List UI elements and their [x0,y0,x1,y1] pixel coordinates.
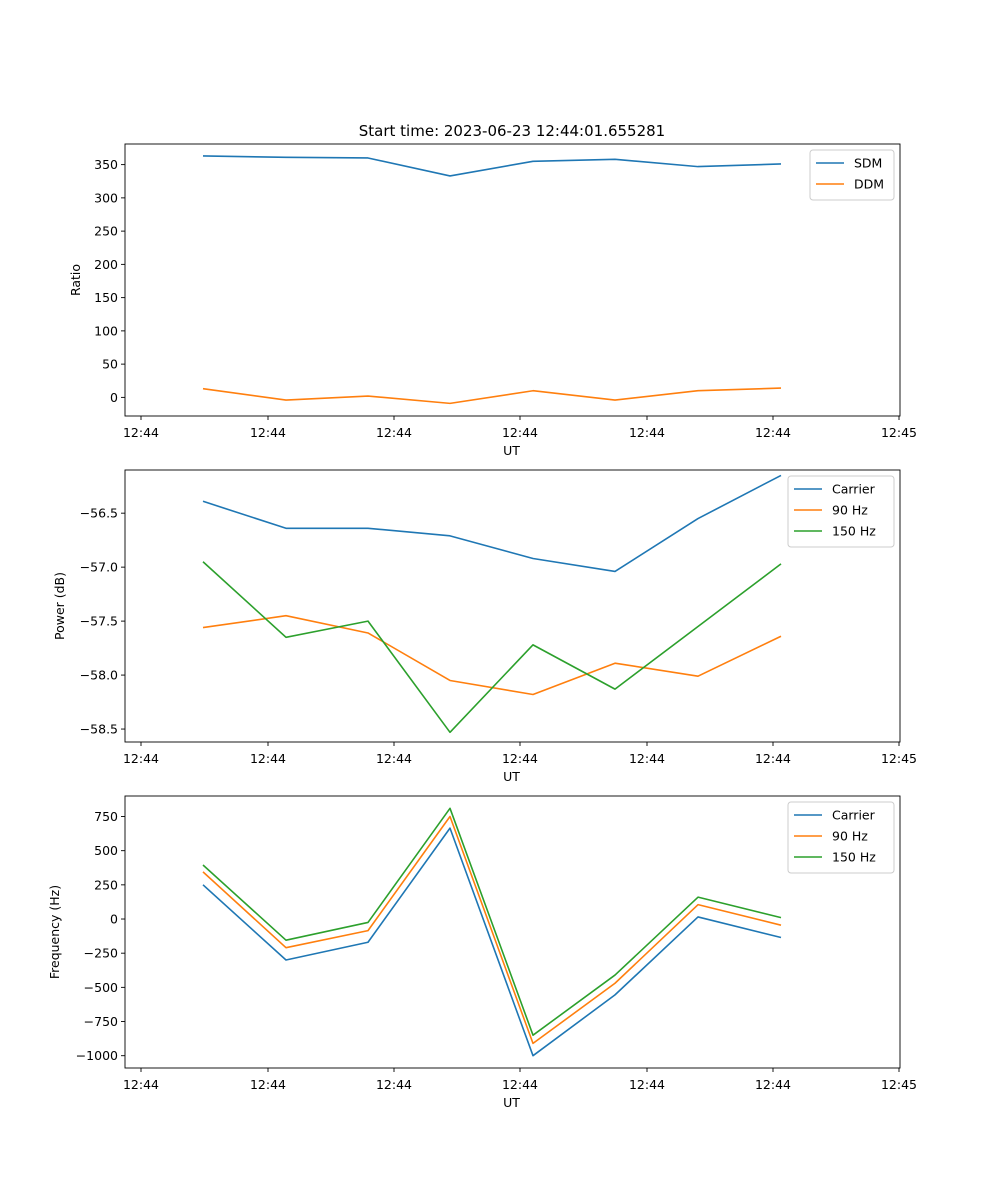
legend-label: Carrier [832,482,876,497]
x-tick-label: 12:44 [123,1077,159,1092]
y-tick-label: 150 [94,290,118,305]
x-tick-label: 12:44 [755,751,791,766]
x-tick-label: 12:44 [755,1077,791,1092]
chart-panel-3: −1000 −750 −500 −250 0 250 500 750 12:44 12:44 12:… [47,795,917,1110]
y-tick-label: 200 [94,257,118,272]
legend-label: 150 Hz [832,524,876,539]
y-tick-label: 750 [94,809,118,824]
legend-label: SDM [854,156,882,171]
x-axis-label: UT [503,1095,520,1110]
x-tick-label: 12:44 [123,751,159,766]
y-tick-label: 300 [94,190,118,205]
legend: SDM DDM [809,149,895,201]
series-line-150-hz [202,807,782,1036]
y-tick-label: −250 [84,946,118,961]
axes-frame [124,143,901,417]
y-axis-label: Ratio [68,264,83,296]
x-tick-label: 12:44 [629,425,665,440]
x-tick-label: 12:44 [123,425,159,440]
x-tick-label: 12:44 [250,425,286,440]
x-tick-label: 12:44 [376,425,412,440]
x-tick-label: 12:44 [502,425,538,440]
x-tick-label: 12:44 [629,751,665,766]
x-tick-label: 12:44 [629,1077,665,1092]
y-tick-label: 100 [94,323,118,338]
y-tick-label: 250 [94,877,118,892]
x-tick-label: 12:44 [376,751,412,766]
series-line-90-hz [202,815,782,1045]
x-tick-label: 12:44 [755,425,791,440]
x-tick-label: 12:45 [881,425,917,440]
y-tick-label: 0 [110,912,118,927]
legend-label: 90 Hz [832,503,868,518]
y-tick-label: −58.0 [80,668,118,683]
x-axis-label: UT [503,769,520,784]
y-tick-label: −58.5 [80,722,118,737]
chart-panel-2: −58.5 −58.0 −57.5 −57.0 −56.5 12:44 12:44 12:44… [52,469,917,784]
x-tick-label: 12:45 [881,751,917,766]
series-line-carrier [202,827,782,1057]
axes-frame [124,469,901,743]
legend-label: DDM [854,177,884,192]
x-tick-label: 12:44 [250,751,286,766]
y-tick-label: −500 [84,980,118,995]
x-tick-label: 12:44 [502,1077,538,1092]
legend-label: 90 Hz [832,829,868,844]
y-tick-label: 0 [110,390,118,405]
legend-label: 150 Hz [832,850,876,865]
series-line-carrier [202,474,782,573]
legend: Carrier 90 Hz 150 Hz [787,801,895,874]
series-line-150-hz [202,561,782,734]
x-tick-label: 12:45 [881,1077,917,1092]
y-tick-label: −750 [84,1014,118,1029]
legend-box [787,801,895,874]
y-tick-label: −1000 [76,1048,118,1063]
x-tick-label: 12:44 [250,1077,286,1092]
y-tick-label: 350 [94,157,118,172]
chart-panels: 0 50 100 150 200 250 300 350 12:44 12:44 12:44 12:4… [47,143,917,1110]
figure-title: Start time: 2023-06-23 12:44:01.655281 [359,122,665,140]
y-tick-label: 500 [94,843,118,858]
axes-frame [124,795,901,1069]
x-tick-label: 12:44 [376,1077,412,1092]
y-tick-label: −57.0 [80,560,118,575]
chart-panel-1: 0 50 100 150 200 250 300 350 12:44 12:44 12:44 12:4… [68,143,917,458]
y-tick-label: 250 [94,224,118,239]
legend-label: Carrier [832,808,876,823]
y-tick-label: 50 [102,357,118,372]
y-tick-label: −56.5 [80,506,118,521]
series-line-ddm [202,387,782,405]
legend-box [787,475,895,548]
x-tick-label: 12:44 [502,751,538,766]
legend: Carrier 90 Hz 150 Hz [787,475,895,548]
y-axis-label: Frequency (Hz) [47,885,62,979]
series-line-sdm [202,155,782,177]
y-tick-label: −57.5 [80,614,118,629]
x-axis-label: UT [503,443,520,458]
y-axis-label: Power (dB) [52,572,67,640]
